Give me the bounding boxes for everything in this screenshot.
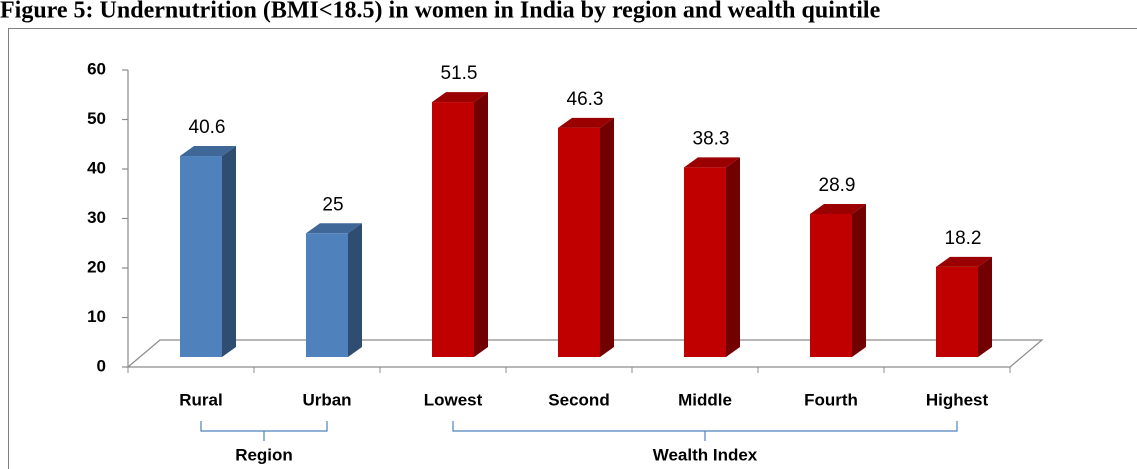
bar-top: [684, 157, 740, 168]
group-bracket: [200, 421, 328, 441]
bar-side: [474, 92, 488, 357]
bar: [684, 167, 726, 357]
value-label: 51.5: [441, 63, 478, 84]
bar-side: [852, 203, 866, 357]
group-label: Region: [235, 445, 293, 464]
bar-top: [810, 203, 866, 214]
y-tick-label: 40: [87, 158, 106, 177]
group-bracket: [452, 421, 958, 441]
floor: [126, 339, 1044, 368]
bar-top: [936, 256, 992, 267]
x-tick-label: Middle: [678, 390, 732, 409]
group-label: Wealth Index: [653, 445, 758, 464]
bar: [558, 127, 600, 357]
bar-side: [348, 223, 362, 357]
bar-side: [222, 146, 236, 357]
x-tick-label: Highest: [926, 390, 989, 409]
value-label: 46.3: [567, 89, 604, 110]
x-tick-label: Second: [548, 390, 609, 409]
y-tick-label: 30: [87, 208, 106, 227]
bar-side: [726, 157, 740, 357]
x-tick-label: Lowest: [424, 390, 483, 409]
chart-border: [8, 28, 1137, 469]
bar: [936, 266, 978, 357]
bar-side: [978, 256, 992, 357]
bar-side: [600, 117, 614, 357]
bar-top: [306, 223, 362, 234]
x-tick-label: Urban: [302, 390, 351, 409]
bar-top: [432, 92, 488, 103]
value-label: 25: [322, 194, 343, 215]
bar: [810, 213, 852, 357]
y-tick-label: 20: [87, 257, 106, 276]
y-tick-label: 10: [87, 307, 106, 326]
value-label: 28.9: [819, 175, 856, 196]
chart-title: Figure 5: Undernutrition (BMI<18.5) in w…: [0, 0, 881, 24]
bar: [432, 102, 474, 357]
y-tick-label: 0: [97, 356, 106, 375]
x-tick-label: Rural: [179, 390, 222, 409]
y-tick-label: 50: [87, 109, 106, 128]
bar-top: [180, 146, 236, 157]
bar: [306, 233, 348, 357]
value-label: 18.2: [945, 228, 982, 249]
value-label: 38.3: [693, 128, 730, 149]
x-tick-label: Fourth: [804, 390, 858, 409]
bar: [180, 156, 222, 357]
value-label: 40.6: [189, 117, 226, 138]
y-tick-label: 60: [87, 59, 106, 78]
bar-top: [558, 117, 614, 128]
